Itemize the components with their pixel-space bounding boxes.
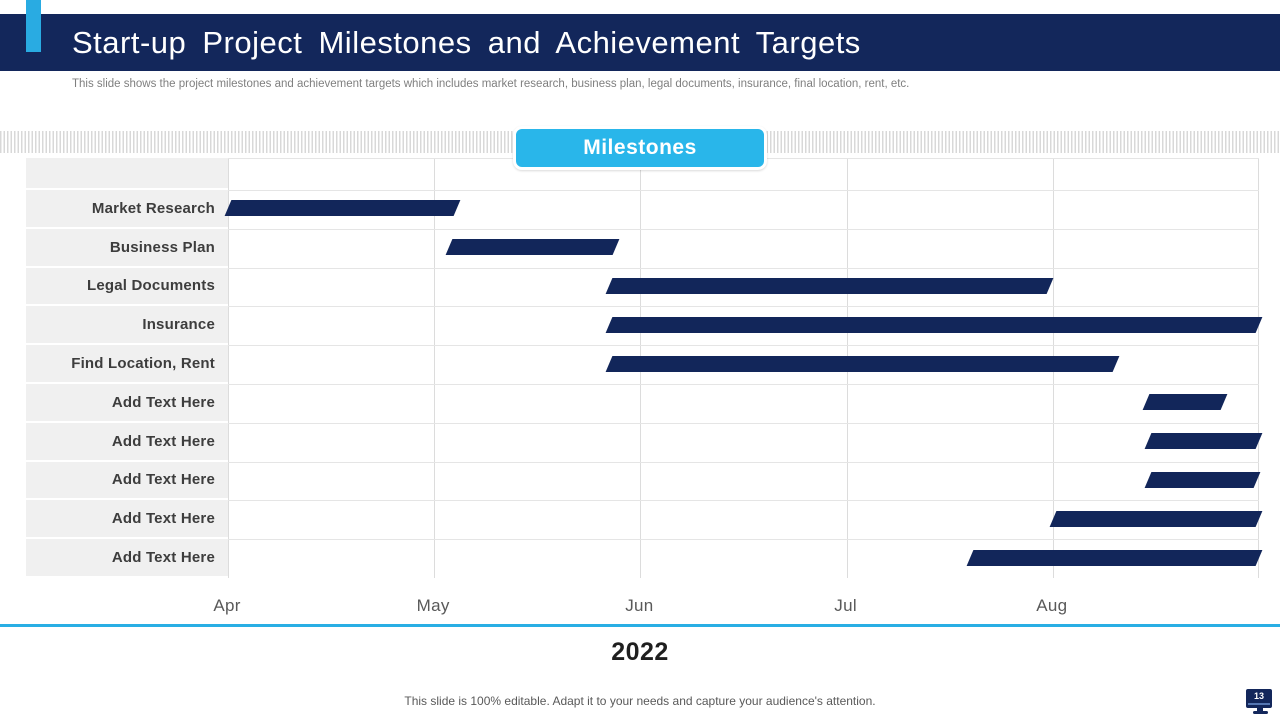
gantt-bar[interactable] — [445, 239, 620, 256]
year-label: 2022 — [611, 638, 669, 666]
row-label: Business Plan — [26, 228, 228, 266]
slide-number: 13 — [1253, 691, 1264, 701]
month-gridline — [228, 158, 229, 578]
accent-bar — [26, 0, 41, 52]
gantt-bar[interactable] — [966, 549, 1263, 566]
title-bar: Start-up Project Milestones and Achievem… — [0, 14, 1280, 71]
milestones-badge-label: Milestones — [583, 136, 697, 159]
row-gridline — [228, 423, 1259, 424]
axis-underline — [0, 624, 1280, 627]
row-label: Find Location, Rent — [26, 345, 228, 382]
gantt-bar[interactable] — [1142, 394, 1228, 411]
gantt-bar[interactable] — [1144, 433, 1263, 450]
monitor-icon-stand — [1257, 708, 1263, 711]
month-tick-label: Apr — [213, 596, 241, 615]
milestones-badge[interactable]: Milestones — [513, 126, 767, 170]
row-label: Insurance — [26, 306, 228, 344]
row-gridline — [228, 539, 1259, 540]
monitor-icon-base — [1252, 711, 1268, 714]
gantt-chart: Market Research Business Plan Legal Docume… — [26, 158, 1263, 578]
month-tick-label: Aug — [1036, 596, 1068, 615]
page-title: Start-up Project Milestones and Achievem… — [72, 25, 861, 60]
row-gridline — [228, 229, 1259, 230]
gantt-plot-area — [224, 158, 1263, 578]
gantt-bar[interactable] — [1049, 510, 1263, 527]
month-gridline — [434, 158, 435, 578]
month-tick-label: May — [416, 596, 450, 615]
subtitle-text: This slide shows the project milestones … — [72, 78, 910, 90]
monitor-icon-screen-line — [1248, 703, 1270, 705]
row-gridline — [228, 384, 1259, 385]
monitor-icon: 13 — [1246, 689, 1272, 708]
gantt-bar[interactable] — [606, 316, 1263, 333]
gantt-bar[interactable] — [1144, 472, 1261, 488]
row-gridline — [228, 306, 1259, 307]
month-gridline — [1258, 158, 1259, 578]
slide-number-badge: 13 — [1246, 689, 1274, 717]
row-gridline — [228, 462, 1259, 463]
month-tick-label: Jun — [625, 596, 654, 615]
gantt-bar[interactable] — [606, 278, 1055, 294]
row-label: Legal Documents — [26, 267, 228, 305]
row-label: Add Text Here — [26, 384, 228, 421]
row-gridline — [228, 190, 1259, 191]
row-label: Add Text Here — [26, 539, 228, 576]
row-gridline — [228, 268, 1259, 269]
row-gridline — [228, 345, 1259, 346]
gantt-bar[interactable] — [606, 355, 1121, 372]
row-label: Market Research — [26, 190, 228, 227]
footer-note: This slide is 100% editable. Adapt it to… — [404, 694, 876, 708]
row-label: Add Text Here — [26, 461, 228, 499]
month-tick-label: Jul — [834, 596, 857, 615]
row-label-header-cell — [26, 158, 228, 188]
row-label: Add Text Here — [26, 422, 228, 460]
row-gridline — [228, 500, 1259, 501]
gantt-bar[interactable] — [224, 200, 461, 217]
row-label: Add Text Here — [26, 500, 228, 538]
